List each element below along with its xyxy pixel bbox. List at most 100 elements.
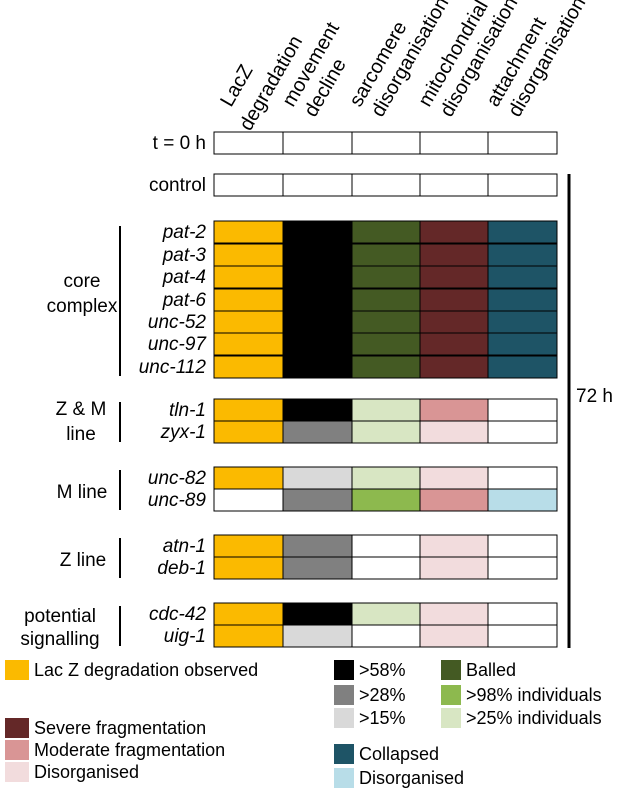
grid-cell (419, 534, 489, 558)
grid-cell (282, 420, 353, 444)
grid-cell (419, 131, 489, 155)
grid-cell (282, 355, 353, 379)
grid-cell (213, 332, 284, 356)
grid-cell (419, 355, 489, 379)
legend-label: >25% individuals (466, 708, 602, 728)
timepoint-bracket: 72 h (567, 174, 613, 648)
grid-cell (351, 310, 421, 334)
grid-cell (419, 398, 489, 422)
grid-cell (351, 288, 421, 312)
grid-cell (282, 534, 353, 558)
grid-cell (351, 420, 421, 444)
grid-cell (487, 420, 558, 444)
grid-cell (213, 602, 284, 626)
grid-cell (487, 220, 558, 244)
grid-cell (213, 131, 284, 155)
group-label: line (66, 424, 96, 445)
row-label: tln-1 (169, 400, 206, 421)
grid-cell (282, 466, 353, 490)
grid-cell (487, 355, 558, 379)
grid-cell (213, 420, 284, 444)
grid-cell (351, 220, 421, 244)
row-label: pat-2 (162, 222, 207, 243)
row-label: unc-89 (148, 490, 207, 511)
column-headers: LacZdegradationmovementdeclinesarcomered… (216, 0, 590, 134)
grid-cell (213, 355, 284, 379)
row-label: unc-82 (148, 468, 207, 489)
row-label: atn-1 (163, 536, 206, 557)
grid-cell (213, 624, 284, 648)
grid-cell (282, 173, 353, 197)
grid-cell (419, 173, 489, 197)
grid-cell (419, 288, 489, 312)
grid-cell (419, 466, 489, 490)
grid-cell (213, 220, 284, 244)
grid-cell (213, 288, 284, 312)
legend: Lac Z degradation observed >58% >28% >15% Ba… (5, 660, 602, 788)
grid-cell (487, 624, 558, 648)
row-label: unc-52 (148, 312, 207, 333)
grid-cell (487, 602, 558, 626)
grid-cell (419, 332, 489, 356)
grid-cell (282, 332, 353, 356)
grid-cell (282, 602, 353, 626)
grid-cell (213, 398, 284, 422)
grid-cell (487, 310, 558, 334)
grid-cell (282, 288, 353, 312)
grid-cell (351, 488, 421, 512)
grid-cell (487, 332, 558, 356)
grid-cell (351, 243, 421, 267)
legend-label: Severe fragmentation (34, 718, 206, 738)
row-label: cdc-42 (149, 604, 206, 625)
grid-cell (213, 534, 284, 558)
grid-cell (282, 556, 353, 580)
group-label: complex (47, 296, 118, 317)
legend-swatch (334, 685, 354, 705)
legend-swatch (5, 762, 29, 782)
grid-cell (487, 243, 558, 267)
row-label: pat-3 (162, 245, 207, 266)
grid-cell (351, 534, 421, 558)
grid-cell (213, 243, 284, 267)
grid-cell (213, 310, 284, 334)
grid-cell (419, 488, 489, 512)
grid-cell (213, 488, 284, 512)
grid-cell (487, 466, 558, 490)
grid-cell (282, 220, 353, 244)
grid-cell (487, 265, 558, 289)
legend-label: >28% (359, 685, 406, 705)
legend-label: Moderate fragmentation (34, 740, 225, 760)
grid-cell (351, 332, 421, 356)
legend-swatch (441, 660, 461, 680)
grid-cell (351, 602, 421, 626)
grid-cell (282, 265, 353, 289)
grid-cell (351, 173, 421, 197)
legend-swatch (5, 718, 29, 738)
grid-cell (419, 556, 489, 580)
legend-swatch (441, 708, 461, 728)
row-label: uig-1 (164, 626, 206, 647)
grid-cell (351, 398, 421, 422)
row-label: t = 0 h (153, 133, 206, 154)
legend-swatch (5, 740, 29, 760)
grid-cell (282, 488, 353, 512)
grid-cell (487, 288, 558, 312)
grid-cell (282, 131, 353, 155)
grid-cell (419, 220, 489, 244)
row-label: unc-112 (139, 357, 207, 378)
group-label: M line (57, 482, 108, 503)
grid-cell (487, 534, 558, 558)
grid-cell (213, 265, 284, 289)
grid-cell (213, 466, 284, 490)
grid-cell (282, 398, 353, 422)
timepoint-label: 72 h (576, 386, 613, 407)
grid-cell (351, 466, 421, 490)
legend-label: >58% (359, 660, 406, 680)
legend-swatch (334, 768, 354, 788)
row-label: control (149, 175, 206, 196)
legend-swatch (441, 685, 461, 705)
grid-cell (351, 265, 421, 289)
group-labels: core complex Z & M line M line Z line potentia… (20, 226, 121, 650)
legend-label: Disorganised (34, 762, 139, 782)
